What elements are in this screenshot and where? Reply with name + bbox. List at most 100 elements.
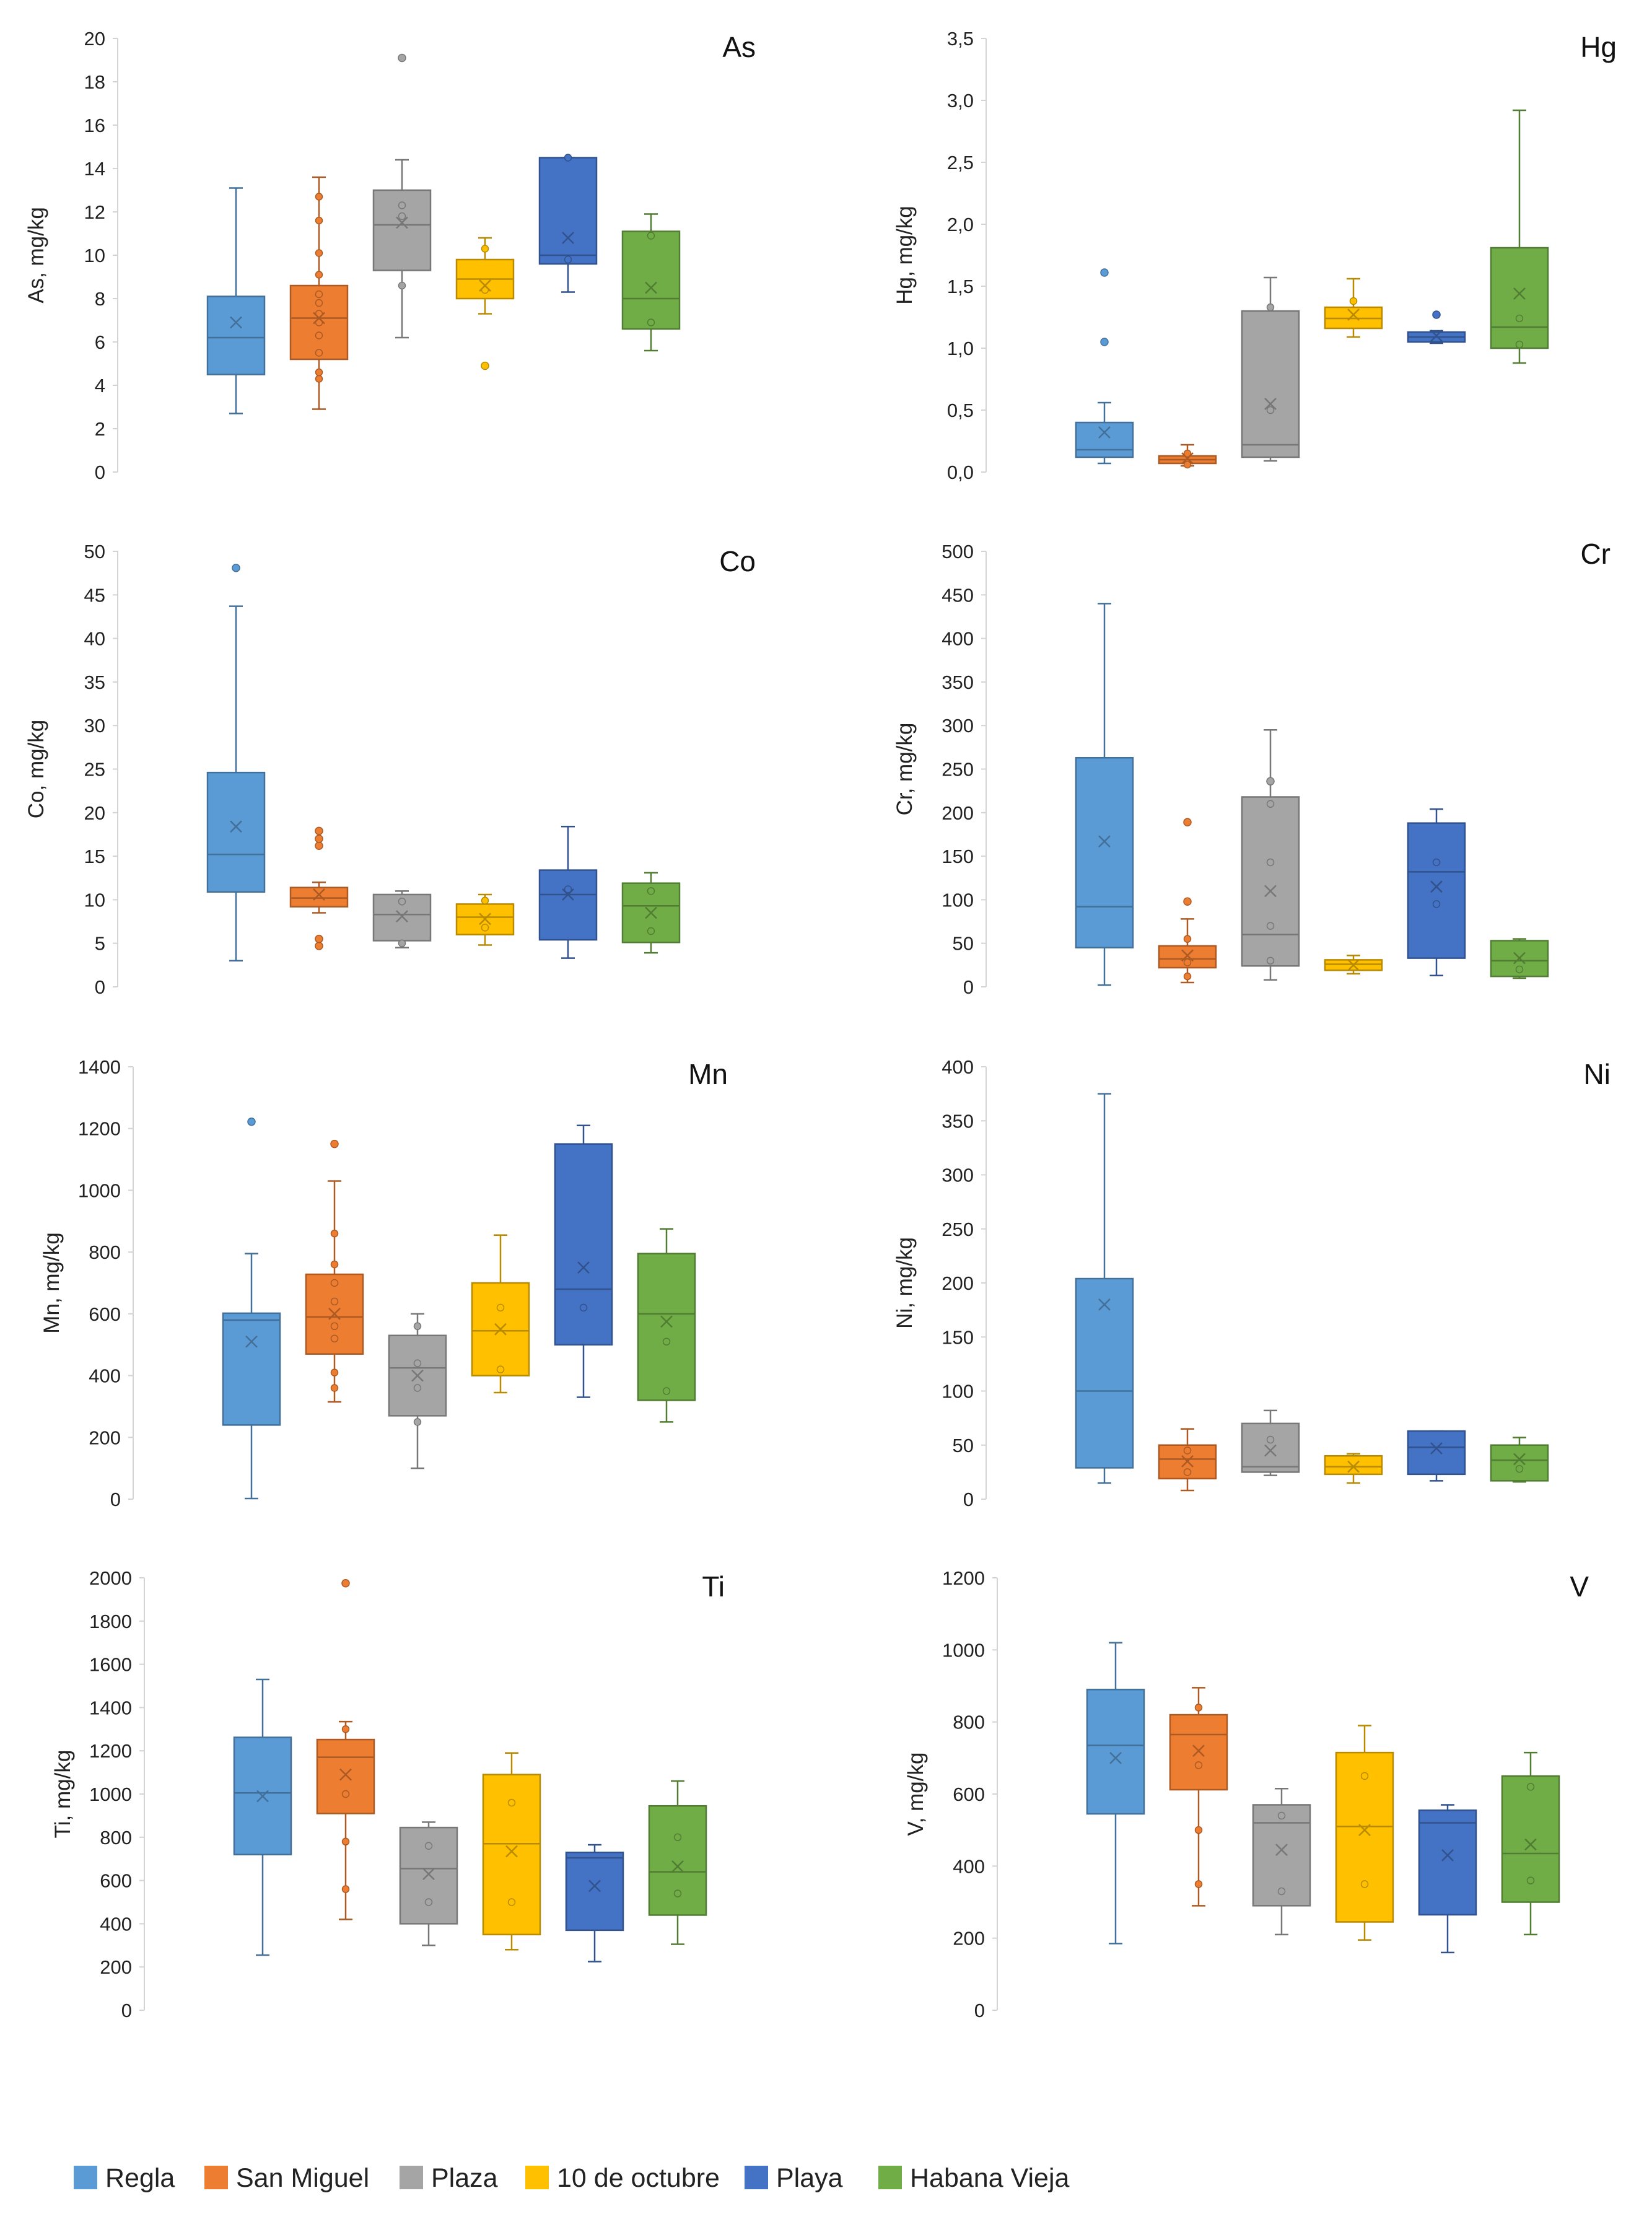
mean-marker — [1513, 952, 1526, 965]
box-iqr — [399, 1826, 458, 1925]
data-point — [315, 216, 323, 225]
mean-marker — [1098, 835, 1111, 848]
box-iqr — [1335, 1751, 1394, 1923]
mean-marker — [562, 888, 574, 901]
y-tick-label: 30 — [84, 715, 105, 737]
panel-title: Mn — [688, 1058, 728, 1090]
box-10-de-octubre — [1324, 1453, 1383, 1484]
outlier-point — [1183, 897, 1192, 906]
box-iqr — [1241, 1422, 1300, 1473]
outlier-point — [1432, 310, 1441, 319]
y-tick-label: 6 — [95, 331, 105, 353]
data-point — [1183, 460, 1192, 469]
data-point — [507, 1898, 516, 1906]
data-point — [481, 896, 489, 905]
mean-marker — [339, 1768, 352, 1781]
mean-marker — [1181, 452, 1194, 465]
panel-title: Ni — [1584, 1058, 1610, 1090]
box-iqr — [482, 1774, 541, 1936]
panel-cr: 0 50 100 150 200 250 300 350 400 450 500 Cr, mg/kg C… — [893, 538, 1610, 998]
data-point — [341, 1885, 350, 1893]
legend-swatch-10-de-octubre — [525, 2166, 549, 2189]
data-point — [1277, 1887, 1286, 1896]
data-point — [330, 1297, 339, 1306]
box-playa — [538, 826, 598, 959]
data-point — [564, 255, 572, 264]
box-plaza — [1252, 1788, 1311, 1936]
panel-hg: 0,0 0,5 1,0 1,5 2,0 2,5 3,0 3,5 Hg, mg/kg Hg — [893, 28, 1617, 483]
y-tick-label: 1600 — [89, 1654, 132, 1676]
data-point — [673, 1889, 682, 1897]
data-point — [1349, 297, 1358, 305]
data-point — [1183, 935, 1192, 943]
data-point — [315, 349, 323, 357]
y-tick-label: 4 — [95, 375, 105, 396]
data-point — [673, 1833, 682, 1842]
box-iqr — [206, 295, 266, 375]
mean-marker — [1181, 949, 1194, 962]
data-point — [398, 201, 406, 209]
y-tick-label: 0 — [963, 1489, 974, 1510]
y-tick-label: 450 — [942, 584, 974, 606]
box-iqr — [206, 771, 266, 893]
box-iqr — [222, 1312, 281, 1426]
box-playa — [538, 154, 598, 293]
box-10-de-octubre — [1335, 1725, 1394, 1941]
panel-title: As — [722, 31, 756, 63]
y-tick-label: 300 — [942, 715, 974, 737]
data-point — [1432, 858, 1441, 867]
mean-marker — [1513, 1453, 1526, 1466]
mean-marker — [256, 1790, 269, 1803]
mean-marker — [1192, 1744, 1205, 1757]
box-iqr — [372, 189, 432, 271]
y-tick-label: 10 — [84, 245, 105, 266]
data-point — [413, 1322, 422, 1331]
box-iqr — [621, 230, 681, 330]
box-iqr — [1086, 1689, 1145, 1815]
box-regla — [222, 1117, 281, 1500]
outlier-point — [1266, 777, 1275, 786]
y-tick-label: 600 — [89, 1303, 121, 1325]
data-point — [1360, 1880, 1369, 1888]
y-tick-label: 3,5 — [947, 28, 974, 50]
data-point — [1360, 1772, 1369, 1780]
box-plaza — [1241, 729, 1300, 981]
legend-label-playa: Playa — [776, 2163, 843, 2193]
box-san-miguel — [316, 1578, 375, 1920]
box-iqr — [1169, 1713, 1228, 1791]
box-iqr — [1418, 1809, 1477, 1916]
box-playa — [1407, 310, 1466, 344]
box-regla — [206, 187, 266, 414]
box-iqr — [1324, 1455, 1383, 1476]
box-habana-vieja — [1490, 1437, 1549, 1483]
y-tick-label: 200 — [942, 1272, 974, 1294]
y-axis-title: V, mg/kg — [904, 1753, 928, 1836]
y-tick-label: 20 — [84, 802, 105, 824]
y-tick-label: 1000 — [78, 1179, 121, 1201]
legend: Regla San Miguel Plaza 10 de octubre Pla… — [74, 2163, 1069, 2193]
y-tick-label: 800 — [953, 1712, 985, 1733]
data-point — [330, 1260, 339, 1269]
data-point — [1194, 1704, 1203, 1712]
outlier-point — [247, 1117, 256, 1126]
y-tick-label: 150 — [942, 846, 974, 867]
y-tick-label: 45 — [84, 584, 105, 606]
mean-marker — [1181, 1455, 1194, 1468]
data-point — [1432, 900, 1441, 908]
box-iqr — [289, 886, 349, 908]
mean-marker — [245, 1335, 258, 1348]
y-tick-label: 1200 — [78, 1118, 121, 1140]
y-tick-label: 12 — [84, 201, 105, 223]
box-san-miguel — [1169, 1687, 1228, 1907]
box-plaza — [1241, 1409, 1300, 1476]
mean-marker — [577, 1261, 590, 1274]
y-tick-label: 0,0 — [947, 462, 974, 483]
panel-as: 0 2 4 6 8 10 12 14 16 18 20 As, mg/kg As — [24, 28, 756, 483]
data-point — [1183, 1468, 1192, 1476]
data-point — [315, 271, 323, 279]
y-tick-label: 35 — [84, 672, 105, 693]
legend-swatch-playa — [745, 2166, 768, 2189]
mean-marker — [1347, 1460, 1360, 1473]
data-point — [1194, 1880, 1203, 1888]
data-point — [1183, 1446, 1192, 1455]
